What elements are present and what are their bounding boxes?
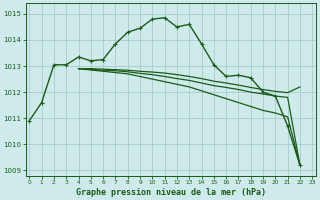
X-axis label: Graphe pression niveau de la mer (hPa): Graphe pression niveau de la mer (hPa) xyxy=(76,188,266,197)
